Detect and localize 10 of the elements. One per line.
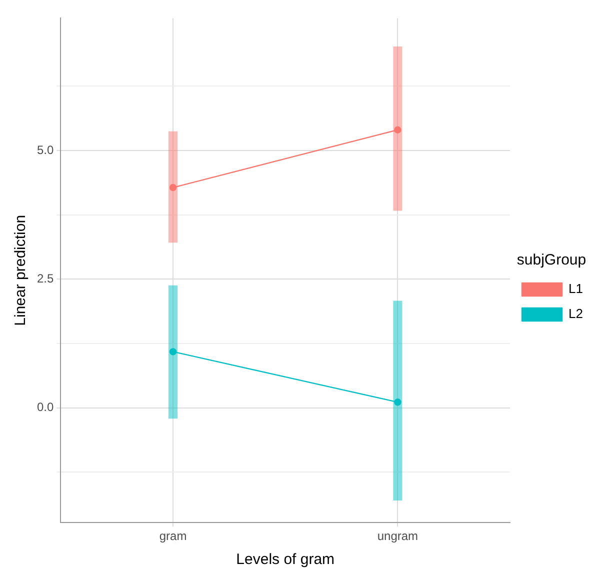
x-tick-label: ungram [377,529,418,544]
x-axis-title: Levels of gram [236,551,335,568]
legend-title: subjGroup [516,252,586,269]
legend-label: L1 [568,281,584,296]
legend-label: L2 [568,306,584,322]
y-tick-label: 2.5 [36,271,54,286]
x-tick-label: gram [159,529,187,544]
y-axis-title: Linear prediction [12,214,30,326]
y-tick-label: 5.0 [36,142,54,157]
y-tick-label: 0.0 [36,400,54,414]
